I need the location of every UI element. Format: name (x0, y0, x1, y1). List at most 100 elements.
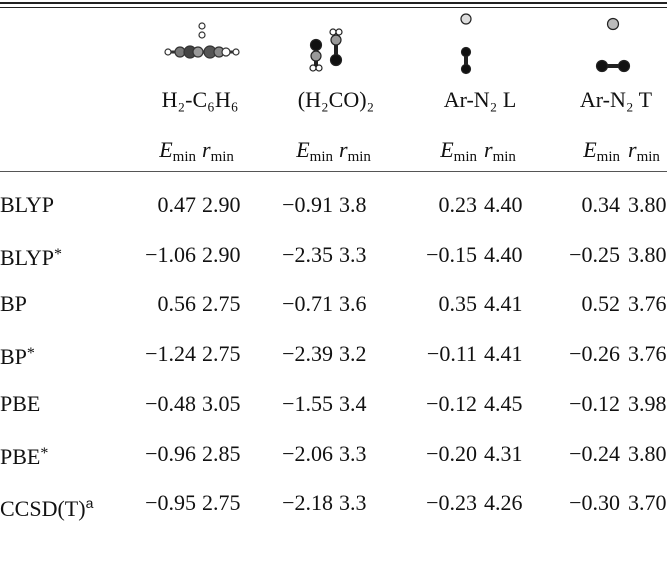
column-name: Ar-N₂ T (536, 87, 667, 113)
e-min-value: 0.52 (550, 291, 620, 317)
subheader-symbol: E (296, 137, 309, 162)
row-label-text: PBE (0, 391, 40, 416)
r-min-value: 3.2 (339, 341, 389, 367)
e-min-value: −1.55 (263, 391, 333, 417)
r-min-value: 3.98 (628, 391, 667, 417)
r-min-value: 3.8 (339, 192, 389, 218)
e-min-value: −2.06 (263, 441, 333, 467)
e-min-value: −1.24 (126, 341, 196, 367)
e-min-value: −0.30 (550, 490, 620, 516)
subheader-symbol: E (583, 137, 596, 162)
top-rule (0, 7, 667, 8)
e-min-value: 0.47 (126, 192, 196, 218)
r-min-value: 4.40 (484, 192, 534, 218)
r-min-value: 3.70 (628, 490, 667, 516)
row-label-text: BP (0, 291, 27, 316)
r-min-value: 4.45 (484, 391, 534, 417)
e-min-value: −0.71 (263, 291, 333, 317)
row-label-text: CCSD(T) (0, 496, 86, 521)
row-label: BP* (0, 341, 130, 370)
row-label: CCSD(T)a (0, 490, 130, 522)
r-min-value: 2.90 (202, 192, 252, 218)
r-min-value: 3.80 (628, 242, 667, 268)
r-min-value: 2.75 (202, 291, 252, 317)
r-min-value: 3.3 (339, 490, 389, 516)
row-label: BLYP (0, 192, 130, 218)
ar-n2-l (461, 14, 471, 74)
row-label-text: BLYP (0, 192, 54, 217)
row-label: PBE* (0, 441, 130, 470)
e-min-value: −1.06 (126, 242, 196, 268)
r-min-value: 4.26 (484, 490, 534, 516)
r-min-value: 3.76 (628, 291, 667, 317)
row-label: PBE (0, 391, 130, 417)
e-min-value: −0.12 (550, 391, 620, 417)
top-rule (0, 2, 667, 4)
r-min-value: 3.3 (339, 441, 389, 467)
e-min-value: 0.34 (550, 192, 620, 218)
e-min-value: −0.48 (126, 391, 196, 417)
r-min-value: 4.31 (484, 441, 534, 467)
e-min-value: −0.15 (407, 242, 477, 268)
e-min-value: −0.24 (550, 441, 620, 467)
r-min-value: 2.90 (202, 242, 252, 268)
r-min-value: 3.6 (339, 291, 389, 317)
row-label-text: BLYP (0, 245, 54, 270)
subheader: rmin (202, 137, 252, 170)
table-page: H₂-C₆H₆Eminrmin(H₂CO)₂EminrminAr-N₂ LEmi… (0, 0, 667, 575)
row-label-mark: * (40, 445, 48, 462)
subheader: Emin (136, 137, 196, 170)
row-label-text: PBE (0, 444, 40, 469)
subheader-sub: min (348, 149, 371, 165)
ar-n2-t (597, 19, 630, 72)
r-min-value: 3.4 (339, 391, 389, 417)
e-min-value: 0.56 (126, 291, 196, 317)
subheader-symbol: r (339, 137, 348, 162)
r-min-value: 2.75 (202, 490, 252, 516)
subheader-symbol: r (628, 137, 637, 162)
r-min-value: 3.05 (202, 391, 252, 417)
e-min-value: −2.35 (263, 242, 333, 268)
e-min-value: 0.23 (407, 192, 477, 218)
subheader: Emin (560, 137, 620, 170)
e-min-value: −0.26 (550, 341, 620, 367)
subheader: rmin (628, 137, 667, 170)
formaldehyde-dimer (310, 29, 342, 71)
row-label: BP (0, 291, 130, 317)
subheader-sub: min (211, 149, 234, 165)
r-min-value: 4.41 (484, 291, 534, 317)
e-min-value: −0.91 (263, 192, 333, 218)
row-label-mark: * (27, 345, 35, 362)
subheader-symbol: r (202, 137, 211, 162)
r-min-value: 3.76 (628, 341, 667, 367)
header-rule (0, 171, 667, 172)
subheader-symbol: r (484, 137, 493, 162)
subheader: rmin (339, 137, 389, 170)
row-label: BLYP* (0, 242, 130, 271)
e-min-value: −0.95 (126, 490, 196, 516)
r-min-value: 3.80 (628, 192, 667, 218)
e-min-value: −2.18 (263, 490, 333, 516)
r-min-value: 3.80 (628, 441, 667, 467)
row-label-text: BP (0, 344, 27, 369)
r-min-value: 4.41 (484, 341, 534, 367)
subheader-symbol: E (159, 137, 172, 162)
r-min-value: 2.85 (202, 441, 252, 467)
subheader: Emin (417, 137, 477, 170)
subheader-sub: min (310, 149, 333, 165)
e-min-value: −0.23 (407, 490, 477, 516)
row-label-mark: * (54, 246, 62, 263)
e-min-value: 0.35 (407, 291, 477, 317)
r-min-value: 3.3 (339, 242, 389, 268)
molecule-images (0, 10, 667, 90)
r-min-value: 4.40 (484, 242, 534, 268)
r-min-value: 2.75 (202, 341, 252, 367)
e-min-value: −0.12 (407, 391, 477, 417)
e-min-value: −0.25 (550, 242, 620, 268)
subheader: Emin (273, 137, 333, 170)
subheader-sub: min (454, 149, 477, 165)
e-min-value: −0.96 (126, 441, 196, 467)
e-min-value: −0.20 (407, 441, 477, 467)
e-min-value: −0.11 (407, 341, 477, 367)
benzene-dimer (165, 23, 239, 58)
